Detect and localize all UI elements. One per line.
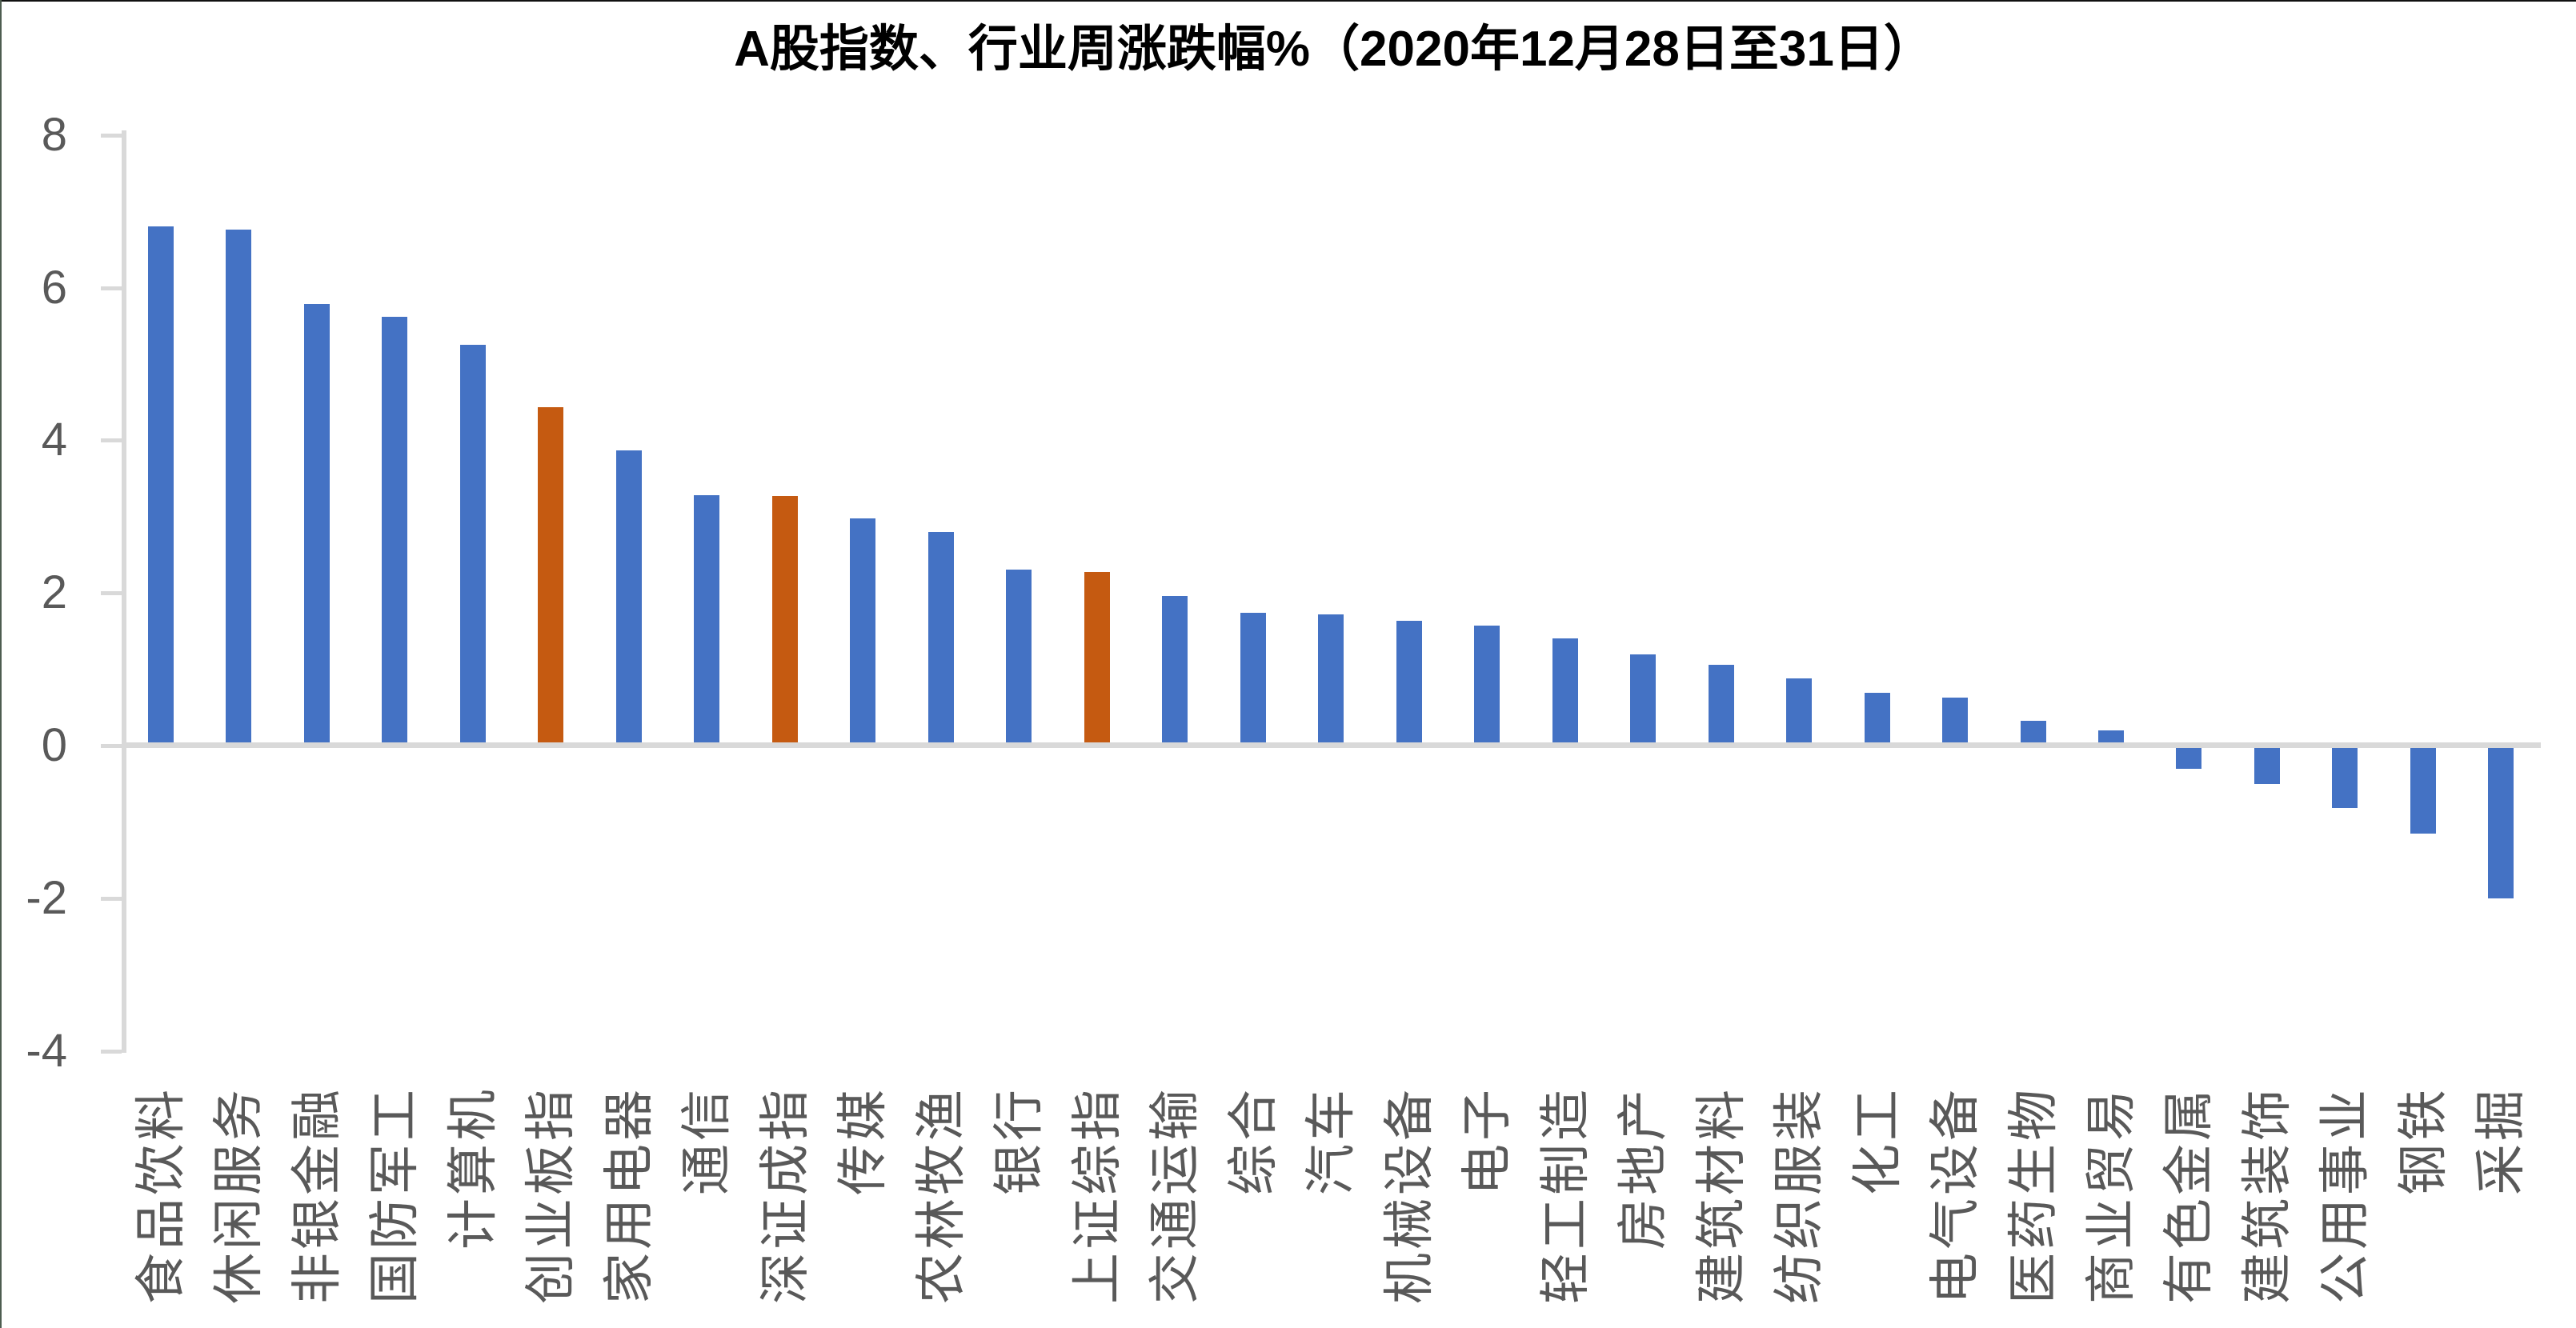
x-category-label-text: 钢铁 — [2394, 1086, 2452, 1195]
bar — [1396, 621, 1422, 742]
x-category-label-text: 家用电器 — [600, 1086, 658, 1304]
bar — [1240, 613, 1266, 742]
x-category-label-text: 交通运输 — [1146, 1086, 1204, 1304]
bar — [382, 317, 407, 742]
x-category-label-text: 上证综指 — [1068, 1086, 1126, 1304]
bar — [1786, 678, 1812, 742]
bar — [148, 226, 174, 742]
y-tick-label: 4 — [41, 414, 67, 466]
x-category-label-text: 食品饮料 — [132, 1086, 190, 1304]
y-tick-mark — [101, 1050, 122, 1054]
y-tick-label: -2 — [26, 872, 67, 924]
y-tick-label: -4 — [26, 1025, 67, 1077]
bar — [2021, 721, 2046, 742]
screenshot-left-border — [0, 0, 2, 1328]
y-tick-mark — [101, 438, 122, 442]
x-category-label-text: 公用事业 — [2316, 1086, 2374, 1304]
y-tick-label: 8 — [41, 109, 67, 161]
x-category-label-text: 计算机 — [444, 1086, 502, 1250]
chart-title: A股指数、行业周涨跌幅%（2020年12月28日至31日） — [734, 22, 1933, 77]
bar — [1552, 638, 1578, 742]
bar — [1709, 665, 1734, 742]
bar — [2488, 748, 2514, 898]
x-category-label-text: 农林牧渔 — [912, 1086, 970, 1304]
y-tick-label: 6 — [41, 262, 67, 314]
bar — [1630, 654, 1656, 742]
bar — [2410, 748, 2436, 834]
y-tick-mark — [101, 744, 122, 748]
x-category-label-text: 银行 — [990, 1086, 1048, 1195]
bar — [226, 230, 251, 742]
zero-gridline — [122, 742, 2541, 748]
bar — [1318, 614, 1344, 742]
bar — [1865, 693, 1890, 742]
y-tick-label: 0 — [41, 719, 67, 771]
bar — [772, 496, 798, 742]
x-category-label-text: 房地产 — [1614, 1086, 1672, 1250]
bar — [928, 532, 954, 742]
x-category-label-text: 建筑材料 — [1693, 1086, 1750, 1304]
bar — [1084, 572, 1110, 742]
y-tick-mark — [101, 286, 122, 290]
bar — [2254, 748, 2280, 784]
x-category-label-text: 非银金融 — [288, 1086, 346, 1304]
x-category-label-text: 建筑装饰 — [2238, 1086, 2296, 1304]
bar — [2098, 730, 2124, 742]
x-category-label-text: 商业贸易 — [2082, 1086, 2140, 1304]
bar — [1474, 626, 1500, 742]
x-category-label-text: 有色金属 — [2160, 1086, 2217, 1304]
bar — [1162, 596, 1188, 742]
bar — [460, 345, 486, 742]
x-category-label-text: 创业板指 — [522, 1086, 579, 1304]
bar — [2332, 748, 2358, 808]
x-category-label-text: 传媒 — [834, 1086, 891, 1195]
x-category-label-text: 通信 — [678, 1086, 735, 1195]
x-category-label-text: 深证成指 — [756, 1086, 814, 1304]
x-category-label-text: 采掘 — [2472, 1086, 2530, 1195]
bar — [1006, 570, 1032, 742]
screenshot-top-border — [0, 0, 2576, 2]
x-category-label-text: 机械设备 — [1380, 1086, 1438, 1304]
bar — [694, 495, 719, 742]
bar — [2176, 748, 2201, 769]
x-category-label-text: 化工 — [1849, 1086, 1906, 1195]
y-axis-line — [122, 130, 126, 1053]
bar — [1942, 698, 1968, 742]
x-category-label-text: 综合 — [1224, 1086, 1282, 1195]
x-category-label-text: 汽车 — [1302, 1086, 1360, 1195]
y-tick-mark — [101, 591, 122, 595]
y-tick-mark — [101, 134, 122, 138]
bar — [304, 304, 330, 742]
x-category-label-text: 轻工制造 — [1536, 1086, 1594, 1304]
x-category-label-text: 电气设备 — [1926, 1086, 1984, 1304]
bar — [538, 407, 563, 742]
x-category-label-text: 纺织服装 — [1770, 1086, 1828, 1304]
bar — [616, 450, 642, 742]
y-tick-mark — [101, 897, 122, 901]
x-category-label-text: 电子 — [1458, 1086, 1516, 1195]
x-category-label-text: 国防军工 — [366, 1086, 423, 1304]
x-category-label-text: 医药生物 — [2005, 1086, 2062, 1304]
x-category-label-text: 休闲服务 — [210, 1086, 267, 1304]
bar — [850, 518, 875, 742]
y-tick-label: 2 — [41, 566, 67, 618]
